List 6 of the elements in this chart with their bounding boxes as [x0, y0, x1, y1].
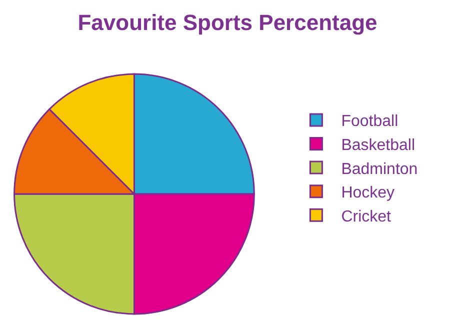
chart-title: Favourite Sports Percentage: [78, 10, 378, 36]
legend-label: Football: [341, 113, 398, 130]
legend-label: Cricket: [341, 208, 392, 226]
legend-label: Basketball: [341, 136, 416, 154]
legend-label: Hockey: [341, 184, 395, 202]
legend-label: Badminton: [341, 160, 418, 178]
